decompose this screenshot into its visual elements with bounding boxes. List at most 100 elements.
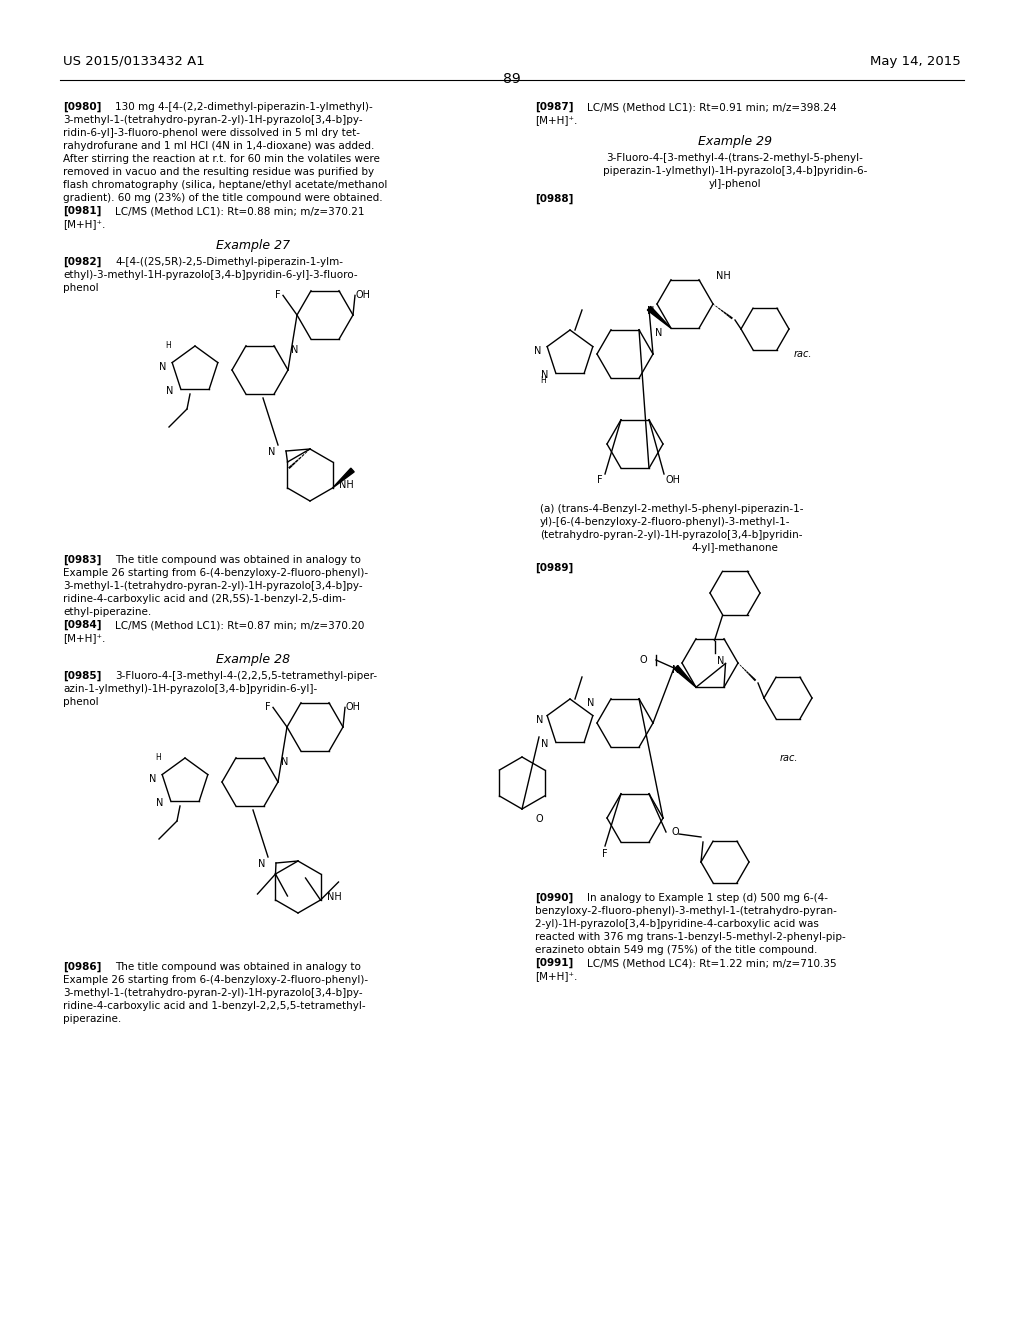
Text: phenol: phenol [63,697,98,708]
Text: N: N [536,715,544,725]
Text: Example 28: Example 28 [216,653,290,667]
Text: [0980]: [0980] [63,102,101,112]
Text: NH: NH [716,271,731,281]
Text: LC/MS (Method LC4): Rt=1.22 min; m/z=710.35: LC/MS (Method LC4): Rt=1.22 min; m/z=710… [587,958,837,968]
Text: (a) (trans-4-Benzyl-2-methyl-5-phenyl-piperazin-1-: (a) (trans-4-Benzyl-2-methyl-5-phenyl-pi… [540,504,804,513]
Text: rahydrofurane and 1 ml HCl (4N in 1,4-dioxane) was added.: rahydrofurane and 1 ml HCl (4N in 1,4-di… [63,141,375,150]
Text: H: H [165,341,171,350]
Text: phenol: phenol [63,282,98,293]
Text: OH: OH [346,702,361,713]
Text: ridine-4-carboxylic acid and (2R,5S)-1-benzyl-2,5-dim-: ridine-4-carboxylic acid and (2R,5S)-1-b… [63,594,346,605]
Text: piperazin-1-ylmethyl)-1H-pyrazolo[3,4-b]pyridin-6-: piperazin-1-ylmethyl)-1H-pyrazolo[3,4-b]… [603,166,867,176]
Text: ethyl-piperazine.: ethyl-piperazine. [63,607,152,616]
Text: [0987]: [0987] [535,102,573,112]
Text: ridin-6-yl]-3-fluoro-phenol were dissolved in 5 ml dry tet-: ridin-6-yl]-3-fluoro-phenol were dissolv… [63,128,360,139]
Text: [M+H]⁺.: [M+H]⁺. [535,972,578,981]
Text: gradient). 60 mg (23%) of the title compound were obtained.: gradient). 60 mg (23%) of the title comp… [63,193,383,203]
Text: H: H [155,752,161,762]
Text: N: N [718,656,725,665]
Text: NH: NH [339,480,353,490]
Text: [0981]: [0981] [63,206,101,216]
Text: 89: 89 [503,73,521,86]
Text: Example 29: Example 29 [698,135,772,148]
Text: LC/MS (Method LC1): Rt=0.91 min; m/z=398.24: LC/MS (Method LC1): Rt=0.91 min; m/z=398… [587,102,837,112]
Polygon shape [333,469,354,488]
Polygon shape [647,306,671,329]
Text: [0991]: [0991] [535,958,573,969]
Text: In analogy to Example 1 step (d) 500 mg 6-(4-: In analogy to Example 1 step (d) 500 mg … [587,894,828,903]
Text: flash chromatography (silica, heptane/ethyl acetate/methanol: flash chromatography (silica, heptane/et… [63,180,387,190]
Text: [0988]: [0988] [535,194,573,205]
Text: 3-methyl-1-(tetrahydro-pyran-2-yl)-1H-pyrazolo[3,4-b]py-: 3-methyl-1-(tetrahydro-pyran-2-yl)-1H-py… [63,115,362,125]
Text: [0983]: [0983] [63,554,101,565]
Text: reacted with 376 mg trans-1-benzyl-5-methyl-2-phenyl-pip-: reacted with 376 mg trans-1-benzyl-5-met… [535,932,846,942]
Text: (tetrahydro-pyran-2-yl)-1H-pyrazolo[3,4-b]pyridin-: (tetrahydro-pyran-2-yl)-1H-pyrazolo[3,4-… [540,531,803,540]
Text: US 2015/0133432 A1: US 2015/0133432 A1 [63,55,205,69]
Text: N: N [534,346,542,356]
Text: yl]-phenol: yl]-phenol [709,180,761,189]
Text: N: N [291,346,298,355]
Text: 130 mg 4-[4-(2,2-dimethyl-piperazin-1-ylmethyl)-: 130 mg 4-[4-(2,2-dimethyl-piperazin-1-yl… [115,102,373,112]
Text: 4-yl]-methanone: 4-yl]-methanone [691,543,778,553]
Text: N: N [541,370,549,380]
Text: N: N [156,799,164,808]
Text: 3-Fluoro-4-[3-methyl-4-(2,2,5,5-tetramethyl-piper-: 3-Fluoro-4-[3-methyl-4-(2,2,5,5-tetramet… [115,671,377,681]
Text: F: F [265,702,270,713]
Text: [0986]: [0986] [63,962,101,973]
Text: Example 27: Example 27 [216,239,290,252]
Text: LC/MS (Method LC1): Rt=0.88 min; m/z=370.21: LC/MS (Method LC1): Rt=0.88 min; m/z=370… [115,206,365,216]
Text: N: N [281,758,289,767]
Text: [M+H]⁺.: [M+H]⁺. [63,634,105,643]
Text: ethyl)-3-methyl-1H-pyrazolo[3,4-b]pyridin-6-yl]-3-fluoro-: ethyl)-3-methyl-1H-pyrazolo[3,4-b]pyridi… [63,271,357,280]
Text: F: F [602,849,607,859]
Text: [M+H]⁺.: [M+H]⁺. [535,115,578,125]
Text: [0990]: [0990] [535,894,573,903]
Text: N: N [159,362,166,372]
Text: OH: OH [356,290,371,301]
Text: N: N [541,739,549,748]
Text: N: N [647,306,654,315]
Text: O: O [535,814,543,824]
Text: azin-1-ylmethyl)-1H-pyrazolo[3,4-b]pyridin-6-yl]-: azin-1-ylmethyl)-1H-pyrazolo[3,4-b]pyrid… [63,684,317,694]
Text: N: N [166,385,173,396]
Text: After stirring the reaction at r.t. for 60 min the volatiles were: After stirring the reaction at r.t. for … [63,154,380,164]
Text: 3-Fluoro-4-[3-methyl-4-(trans-2-methyl-5-phenyl-: 3-Fluoro-4-[3-methyl-4-(trans-2-methyl-5… [606,153,863,162]
Text: OH: OH [665,475,680,484]
Text: N: N [672,665,679,675]
Text: LC/MS (Method LC1): Rt=0.87 min; m/z=370.20: LC/MS (Method LC1): Rt=0.87 min; m/z=370… [115,620,365,630]
Text: removed in vacuo and the resulting residue was purified by: removed in vacuo and the resulting resid… [63,168,374,177]
Text: [0984]: [0984] [63,620,101,630]
Text: benzyloxy-2-fluoro-phenyl)-3-methyl-1-(tetrahydro-pyran-: benzyloxy-2-fluoro-phenyl)-3-methyl-1-(t… [535,906,837,916]
Text: [0989]: [0989] [535,564,573,573]
Text: piperazine.: piperazine. [63,1014,121,1024]
Text: 2-yl)-1H-pyrazolo[3,4-b]pyridine-4-carboxylic acid was: 2-yl)-1H-pyrazolo[3,4-b]pyridine-4-carbo… [535,919,819,929]
Polygon shape [674,665,696,688]
Text: rac.: rac. [780,752,799,763]
Text: O: O [639,655,646,665]
Text: 3-methyl-1-(tetrahydro-pyran-2-yl)-1H-pyrazolo[3,4-b]py-: 3-methyl-1-(tetrahydro-pyran-2-yl)-1H-py… [63,987,362,998]
Text: yl)-[6-(4-benzyloxy-2-fluoro-phenyl)-3-methyl-1-: yl)-[6-(4-benzyloxy-2-fluoro-phenyl)-3-m… [540,517,791,527]
Text: N: N [587,698,594,709]
Text: F: F [597,475,603,484]
Text: [0982]: [0982] [63,257,101,267]
Text: rac.: rac. [794,348,812,359]
Text: 4-[4-((2S,5R)-2,5-Dimethyl-piperazin-1-ylm-: 4-[4-((2S,5R)-2,5-Dimethyl-piperazin-1-y… [115,257,343,267]
Text: May 14, 2015: May 14, 2015 [870,55,961,69]
Text: F: F [275,290,281,301]
Text: [0985]: [0985] [63,671,101,681]
Text: N: N [150,774,157,784]
Text: Example 26 starting from 6-(4-benzyloxy-2-fluoro-phenyl)-: Example 26 starting from 6-(4-benzyloxy-… [63,975,368,985]
Text: H: H [540,376,546,385]
Text: N: N [258,859,265,869]
Text: NH: NH [327,892,342,902]
Text: Example 26 starting from 6-(4-benzyloxy-2-fluoro-phenyl)-: Example 26 starting from 6-(4-benzyloxy-… [63,568,368,578]
Text: [M+H]⁺.: [M+H]⁺. [63,219,105,228]
Text: N: N [268,447,275,457]
Text: erazineto obtain 549 mg (75%) of the title compound.: erazineto obtain 549 mg (75%) of the tit… [535,945,817,954]
Text: O: O [671,828,679,837]
Text: The title compound was obtained in analogy to: The title compound was obtained in analo… [115,554,360,565]
Text: 3-methyl-1-(tetrahydro-pyran-2-yl)-1H-pyrazolo[3,4-b]py-: 3-methyl-1-(tetrahydro-pyran-2-yl)-1H-py… [63,581,362,591]
Text: N: N [655,329,663,338]
Text: ridine-4-carboxylic acid and 1-benzyl-2,2,5,5-tetramethyl-: ridine-4-carboxylic acid and 1-benzyl-2,… [63,1001,366,1011]
Text: The title compound was obtained in analogy to: The title compound was obtained in analo… [115,962,360,972]
